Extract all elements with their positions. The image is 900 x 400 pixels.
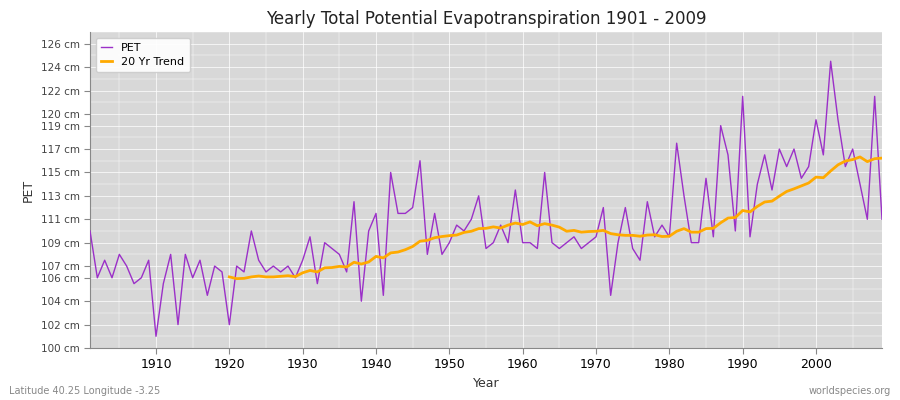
PET [877,217,887,222]
20 Yr Trend [304,268,315,273]
PET [518,240,528,245]
PET [150,334,161,339]
Legend: PET, 20 Yr Trend: PET, 20 Yr Trend [95,38,190,72]
Title: Yearly Total Potential Evapotranspiration 1901 - 2009: Yearly Total Potential Evapotranspiratio… [266,10,706,28]
20 Yr Trend [348,260,359,265]
Y-axis label: PET: PET [22,178,35,202]
PET [312,281,323,286]
X-axis label: Year: Year [472,377,500,390]
PET [613,240,624,245]
20 Yr Trend [518,222,528,227]
PET [525,240,535,245]
20 Yr Trend [606,231,616,236]
PET [356,299,366,304]
PET [85,228,95,233]
20 Yr Trend [510,221,521,226]
Text: worldspecies.org: worldspecies.org [809,386,891,396]
PET [825,59,836,64]
PET [143,258,154,263]
20 Yr Trend [877,156,887,160]
Line: PET: PET [90,61,882,336]
Text: Latitude 40.25 Longitude -3.25: Latitude 40.25 Longitude -3.25 [9,386,160,396]
Line: 20 Yr Trend: 20 Yr Trend [230,157,882,279]
